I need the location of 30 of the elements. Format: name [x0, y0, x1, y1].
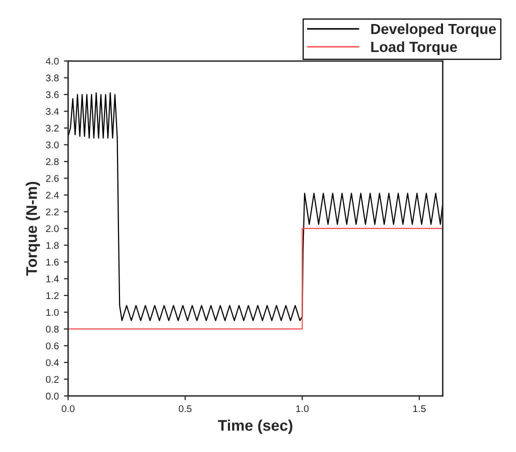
y-tick-label: 0.8	[46, 326, 59, 333]
y-tick-label: 3.0	[46, 141, 59, 148]
y-tick-label: 2.6	[46, 174, 59, 182]
y-tick-label: 2.2	[46, 208, 59, 216]
y-tick-label: 1.4	[46, 276, 59, 282]
y-tick-label: 3.2	[46, 124, 59, 132]
line-series	[68, 92, 443, 322]
y-tick-label: 1.0	[46, 308, 59, 316]
y-tick-label: 1.6	[46, 258, 59, 266]
x-tick-label: 0.0	[62, 405, 74, 412]
legend-label: Load Torque	[371, 41, 458, 55]
x-tick-label: 1.0	[296, 405, 309, 412]
y-tick-label: 0.2	[46, 376, 59, 383]
x-axis-title: Time (sec)	[218, 420, 292, 434]
y-tick-label: 3.8	[46, 74, 59, 82]
y-tick-label: 0.4	[46, 359, 59, 366]
x-tick-label: 1.5	[413, 405, 426, 412]
y-tick-label: 3.6	[46, 91, 59, 98]
y-tick-label: 3.4	[46, 108, 59, 115]
y-tick-label: 1.2	[46, 292, 59, 299]
y-tick-label: 2.0	[46, 225, 59, 232]
y-axis-title: Torque (N-m)	[26, 182, 40, 276]
y-tick-label: 4.0	[46, 58, 59, 65]
y-tick-label: 2.8	[46, 158, 59, 166]
legend-label: Developed Torque	[371, 23, 496, 37]
y-tick-label: 1.8	[46, 242, 59, 249]
x-tick-label: 0.5	[178, 405, 192, 412]
y-tick-label: 0.6	[46, 342, 59, 350]
y-tick-label: 0.0	[46, 392, 59, 400]
y-tick-label: 2.4	[46, 192, 59, 199]
